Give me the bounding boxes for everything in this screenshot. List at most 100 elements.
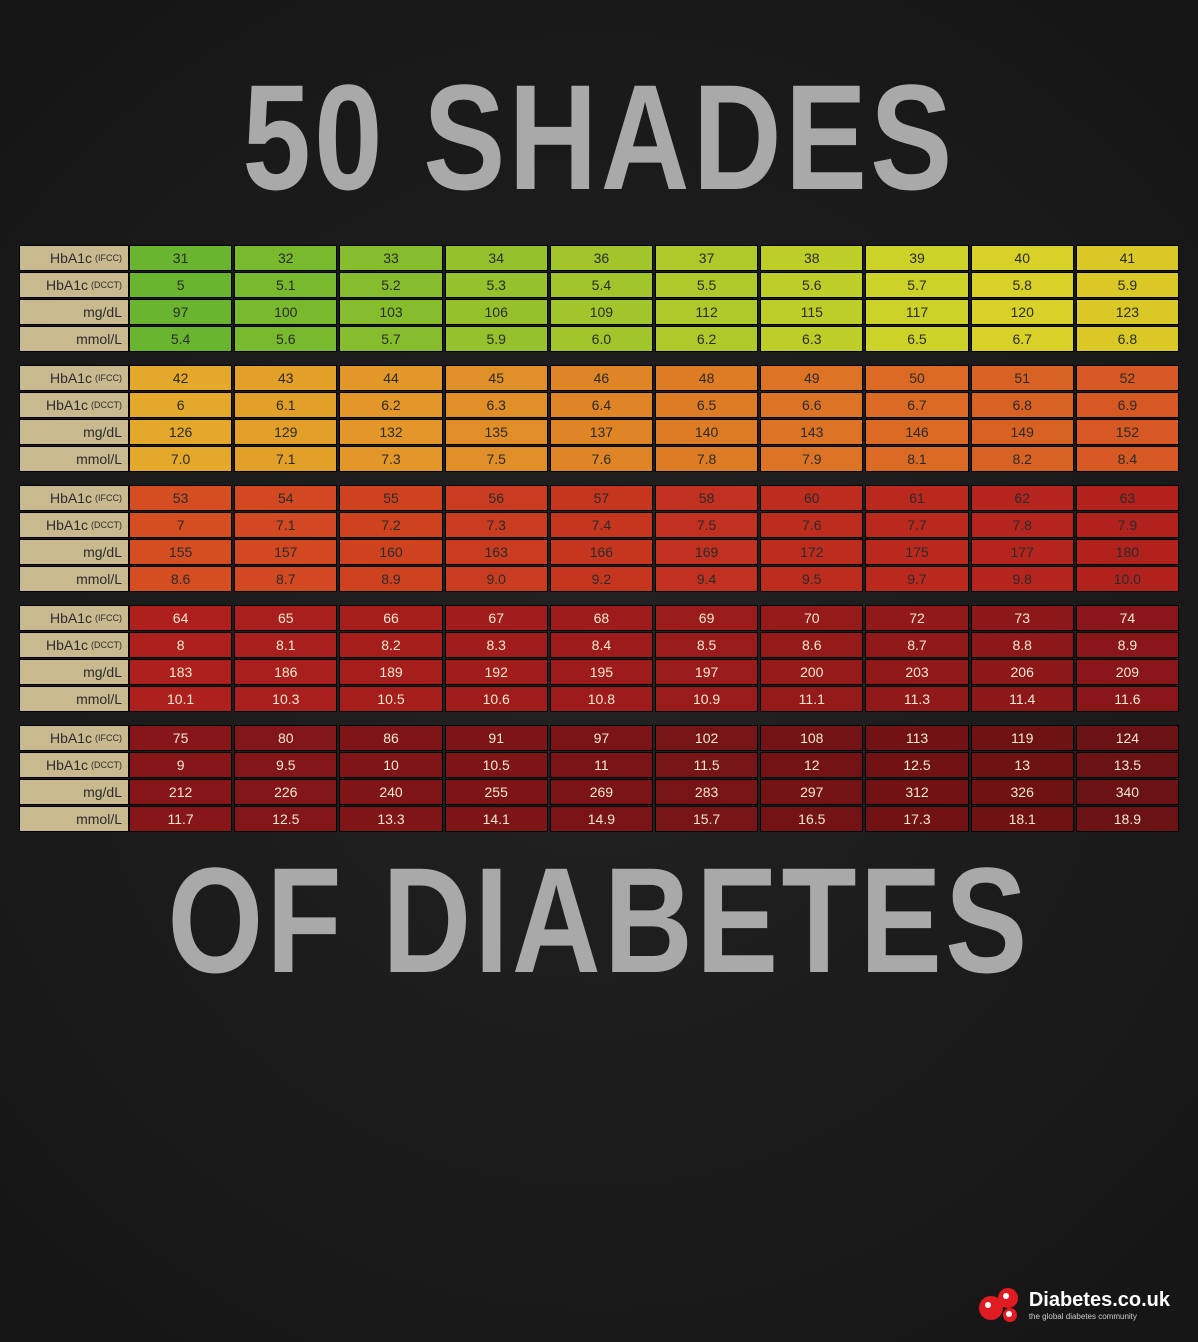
shade-cell: 9.2 (550, 566, 653, 592)
shade-cell: 9.5 (760, 566, 863, 592)
shade-cell: 7.2 (339, 512, 442, 538)
row-label: HbA1c(IFCC) (19, 725, 129, 751)
shade-block: HbA1c(IFCC)HbA1c(DCCT)mg/dLmmol/L758086 9… (19, 725, 1179, 833)
shade-cell: 17.3 (865, 806, 968, 832)
shade-cell: 86 (339, 725, 442, 751)
shade-cell: 40 (971, 245, 1074, 271)
shade-cell: 66 (339, 605, 442, 631)
shade-cell: 97 (550, 725, 653, 751)
shade-cell: 10 (339, 752, 442, 778)
shade-cell: 8.2 (339, 632, 442, 658)
row-label: HbA1c(IFCC) (19, 245, 129, 271)
shade-cell: 6.5 (865, 326, 968, 352)
shade-cell: 7.3 (339, 446, 442, 472)
shade-cell: 140 (655, 419, 758, 445)
shade-cell: 55 (339, 485, 442, 511)
shade-cell: 8.9 (339, 566, 442, 592)
shade-grid: 4243444546484950515266.16.26.36.46.56.66… (129, 365, 1179, 473)
shade-cell: 60 (760, 485, 863, 511)
footer-tagline: the global diabetes community (1029, 1312, 1170, 1321)
row-label: mmol/L (19, 806, 129, 832)
shade-cell: 44 (339, 365, 442, 391)
shade-cell: 124 (1076, 725, 1179, 751)
shade-cell: 7.6 (550, 446, 653, 472)
row-label-sub: (IFCC) (95, 493, 122, 503)
shade-cell: 166 (550, 539, 653, 565)
shade-cell: 106 (445, 299, 548, 325)
shade-cell: 5.9 (1076, 272, 1179, 298)
shade-cell: 10.5 (339, 686, 442, 712)
shade-cell: 63 (1076, 485, 1179, 511)
shade-cell: 67 (445, 605, 548, 631)
shade-cell: 240 (339, 779, 442, 805)
footer-credit: Diabetes.co.uk the global diabetes commu… (979, 1286, 1170, 1324)
shade-cell: 8.8 (971, 632, 1074, 658)
shade-cell: 155 (129, 539, 232, 565)
shade-cell: 64 (129, 605, 232, 631)
shade-cell: 9.0 (445, 566, 548, 592)
row-label: mg/dL (19, 419, 129, 445)
shade-cell: 8.2 (971, 446, 1074, 472)
shade-cell: 68 (550, 605, 653, 631)
shade-cell: 6.8 (971, 392, 1074, 418)
shade-cell: 6.3 (760, 326, 863, 352)
shade-cell: 192 (445, 659, 548, 685)
shade-cell: 52 (1076, 365, 1179, 391)
shade-cell: 149 (971, 419, 1074, 445)
shade-cell: 186 (234, 659, 337, 685)
shade-cell: 6.0 (550, 326, 653, 352)
shade-cell: 5.3 (445, 272, 548, 298)
row-label: HbA1c(IFCC) (19, 485, 129, 511)
shade-cell: 74 (1076, 605, 1179, 631)
shade-cell: 10.0 (1076, 566, 1179, 592)
shade-cell: 53 (129, 485, 232, 511)
shade-cell: 5.7 (339, 326, 442, 352)
shade-cell: 109 (550, 299, 653, 325)
shade-cell: 10.5 (445, 752, 548, 778)
shade-cell: 7.1 (234, 512, 337, 538)
shade-cell: 5.4 (550, 272, 653, 298)
row-label-sub: (DCCT) (91, 760, 122, 770)
shade-cell: 132 (339, 419, 442, 445)
shade-cell: 11.5 (655, 752, 758, 778)
shade-cell: 6.2 (339, 392, 442, 418)
shade-cell: 39 (865, 245, 968, 271)
row-label-sub: (IFCC) (95, 733, 122, 743)
shade-cell: 126 (129, 419, 232, 445)
shade-cell: 13.3 (339, 806, 442, 832)
shade-cell: 6.4 (550, 392, 653, 418)
shade-cell: 75 (129, 725, 232, 751)
shade-cell: 13 (971, 752, 1074, 778)
shade-cell: 97 (129, 299, 232, 325)
shade-cell: 297 (760, 779, 863, 805)
row-label-sub: (DCCT) (91, 640, 122, 650)
title-bottom: OF DIABETES (108, 853, 1090, 988)
shade-cell: 197 (655, 659, 758, 685)
shade-cell: 80 (234, 725, 337, 751)
shade-cell: 13.5 (1076, 752, 1179, 778)
shade-cell: 15.7 (655, 806, 758, 832)
row-label: mg/dL (19, 659, 129, 685)
shade-cell: 5.4 (129, 326, 232, 352)
row-labels: HbA1c(IFCC)HbA1c(DCCT)mg/dLmmol/L (19, 725, 129, 833)
shade-cell: 8.6 (760, 632, 863, 658)
row-label: HbA1c(DCCT) (19, 392, 129, 418)
shade-block: HbA1c(IFCC)HbA1c(DCCT)mg/dLmmol/L4243444… (19, 365, 1179, 473)
shade-cell: 129 (234, 419, 337, 445)
shade-block: HbA1c(IFCC)HbA1c(DCCT)mg/dLmmol/L6465666… (19, 605, 1179, 713)
shade-cell: 12.5 (234, 806, 337, 832)
shade-cell: 108 (760, 725, 863, 751)
footer-brand: Diabetes.co.uk (1029, 1289, 1170, 1312)
shade-cell: 7.6 (760, 512, 863, 538)
shade-cell: 169 (655, 539, 758, 565)
shade-cell: 11.4 (971, 686, 1074, 712)
row-label-sub: (DCCT) (91, 280, 122, 290)
shade-cell: 340 (1076, 779, 1179, 805)
shade-cell: 146 (865, 419, 968, 445)
shade-cell: 58 (655, 485, 758, 511)
shade-cell: 5.5 (655, 272, 758, 298)
shade-cell: 9.8 (971, 566, 1074, 592)
shade-cell: 9.7 (865, 566, 968, 592)
shade-cell: 7.8 (655, 446, 758, 472)
shade-cell: 7.7 (865, 512, 968, 538)
